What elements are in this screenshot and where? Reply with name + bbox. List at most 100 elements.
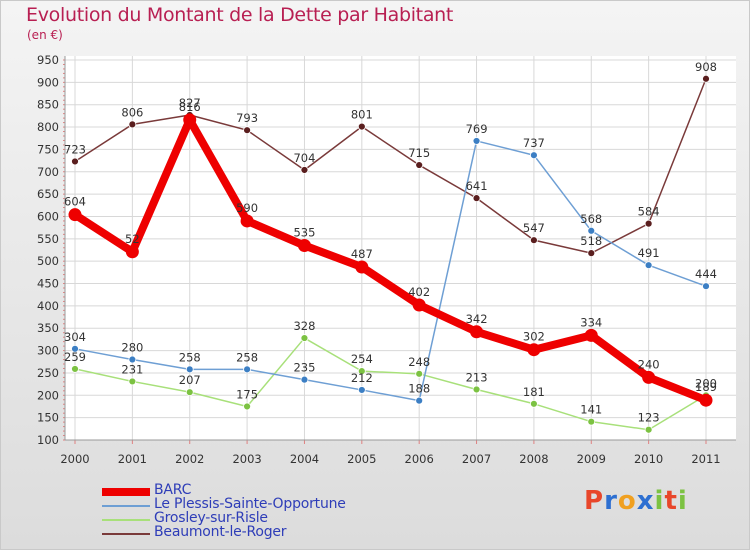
data-point-le-plessis-sainte-opportune (185, 365, 194, 374)
data-point-grosley-sur-risle (185, 388, 194, 397)
y-tick-label: 900 (37, 75, 59, 89)
data-label-beaumont-le-roger: 715 (408, 146, 430, 160)
y-tick-label: 200 (37, 388, 59, 402)
data-point-le-plessis-sainte-opportune (415, 396, 424, 405)
data-label-grosley-sur-risle: 328 (293, 319, 315, 333)
data-point-barc (642, 370, 656, 384)
data-label-grosley-sur-risle: 123 (638, 411, 660, 425)
data-point-barc (527, 343, 541, 357)
x-tick-label: 2004 (290, 452, 319, 466)
data-label-le-plessis-sainte-opportune: 235 (293, 361, 315, 375)
data-point-barc (412, 298, 426, 312)
data-point-beaumont-le-roger (530, 236, 538, 245)
series-line-barc (72, 115, 708, 404)
logo-letter: i (654, 486, 665, 516)
data-label-beaumont-le-roger: 723 (64, 142, 86, 156)
data-point-grosley-sur-risle (530, 399, 538, 408)
series-line-le-plessis-sainte-opportune (74, 140, 707, 402)
data-label-le-plessis-sainte-opportune: 491 (638, 246, 660, 260)
data-label-le-plessis-sainte-opportune: 188 (408, 382, 430, 396)
data-point-beaumont-le-roger (702, 74, 710, 83)
data-point-barc (699, 393, 713, 407)
data-point-grosley-sur-risle (243, 402, 251, 411)
y-tick-label: 650 (37, 187, 59, 201)
data-label-le-plessis-sainte-opportune: 304 (64, 330, 86, 344)
data-label-grosley-sur-risle: 175 (236, 387, 258, 401)
data-point-barc (297, 239, 311, 253)
data-label-barc: 816 (179, 100, 201, 114)
data-label-le-plessis-sainte-opportune: 258 (179, 350, 201, 364)
x-tick-label: 2003 (232, 452, 261, 466)
data-point-le-plessis-sainte-opportune (530, 151, 538, 160)
data-label-beaumont-le-roger: 827 (179, 96, 201, 110)
proxiti-logo: Proxiti (584, 486, 688, 516)
data-label-barc: 240 (638, 357, 660, 371)
data-label-barc: 189 (695, 380, 717, 394)
logo-letter: r (604, 486, 618, 516)
data-point-grosley-sur-risle (587, 417, 596, 426)
data-label-barc: 402 (408, 285, 430, 299)
data-label-grosley-sur-risle: 248 (408, 355, 430, 369)
data-label-beaumont-le-roger: 641 (466, 179, 488, 193)
data-point-beaumont-le-roger (644, 219, 653, 228)
x-tick-label: 2005 (347, 452, 376, 466)
legend-label-beaumont: Beaumont-le-Roger (154, 524, 287, 540)
data-label-le-plessis-sainte-opportune: 280 (121, 341, 143, 355)
data-point-le-plessis-sainte-opportune (587, 226, 596, 235)
y-tick-label: 700 (37, 165, 59, 179)
data-label-grosley-sur-risle: 213 (466, 370, 488, 384)
data-label-beaumont-le-roger: 704 (293, 151, 315, 165)
data-point-grosley-sur-risle (472, 385, 481, 394)
series-line-beaumont-le-roger (74, 78, 707, 254)
y-tick-label: 800 (37, 120, 59, 134)
data-label-barc: 52 (125, 232, 140, 246)
data-point-barc (183, 113, 197, 127)
y-tick-label: 300 (37, 344, 59, 358)
data-point-le-plessis-sainte-opportune (702, 282, 710, 291)
data-point-le-plessis-sainte-opportune (644, 261, 653, 270)
legend-label-barc: BARC (154, 482, 192, 498)
x-tick-label: 2010 (634, 452, 663, 466)
data-point-beaumont-le-roger (415, 161, 424, 169)
data-label-beaumont-le-roger: 806 (121, 105, 143, 119)
data-label-grosley-sur-risle: 207 (179, 373, 201, 387)
data-label-le-plessis-sainte-opportune: 568 (580, 212, 602, 226)
data-label-grosley-sur-risle: 259 (64, 350, 86, 364)
data-label-barc: 487 (351, 247, 373, 261)
data-label-grosley-sur-risle: 181 (523, 385, 545, 399)
x-tick-label: 2006 (405, 452, 434, 466)
x-tick-label: 2002 (175, 452, 204, 466)
data-point-grosley-sur-risle (300, 334, 309, 342)
data-point-beaumont-le-roger (587, 249, 596, 258)
data-label-grosley-sur-risle: 254 (351, 352, 373, 366)
data-point-barc (240, 214, 254, 228)
data-label-beaumont-le-roger: 801 (351, 108, 373, 122)
data-label-beaumont-le-roger: 518 (580, 234, 602, 248)
logo-letter: x (636, 486, 655, 516)
data-label-beaumont-le-roger: 793 (236, 111, 258, 125)
legend-label-le-plessis: Le Plessis-Sainte-Opportune (154, 496, 346, 512)
data-label-barc: 535 (293, 226, 315, 240)
x-tick-label: 2001 (118, 452, 147, 466)
data-point-le-plessis-sainte-opportune (243, 365, 251, 374)
data-label-barc: 604 (64, 195, 86, 209)
data-point-beaumont-le-roger (472, 194, 481, 203)
data-label-beaumont-le-roger: 584 (638, 205, 660, 219)
data-point-grosley-sur-risle (71, 365, 79, 373)
y-tick-label: 850 (37, 98, 59, 112)
y-tick-label: 950 (37, 53, 59, 67)
y-tick-label: 350 (37, 321, 59, 335)
data-point-barc (355, 260, 369, 274)
data-point-beaumont-le-roger (243, 126, 251, 135)
data-point-barc (584, 328, 598, 342)
y-tick-label: 600 (37, 209, 59, 223)
data-point-grosley-sur-risle (128, 377, 137, 386)
data-point-le-plessis-sainte-opportune (128, 355, 137, 364)
logo-letter: i (677, 486, 688, 516)
logo-letter: o (617, 486, 637, 516)
legend-swatch-grosley (102, 519, 150, 521)
data-label-barc: 342 (466, 312, 488, 326)
y-tick-label: 400 (37, 299, 59, 313)
data-label-le-plessis-sainte-opportune: 444 (695, 267, 717, 281)
